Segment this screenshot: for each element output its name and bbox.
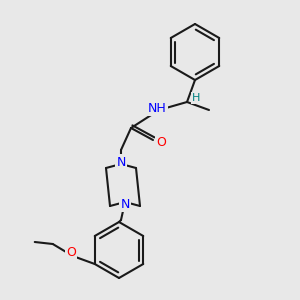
Text: N: N (116, 155, 126, 169)
Text: O: O (66, 245, 76, 259)
Text: N: N (120, 197, 130, 211)
Text: H: H (192, 93, 200, 103)
Text: NH: NH (148, 101, 166, 115)
Text: O: O (156, 136, 166, 148)
